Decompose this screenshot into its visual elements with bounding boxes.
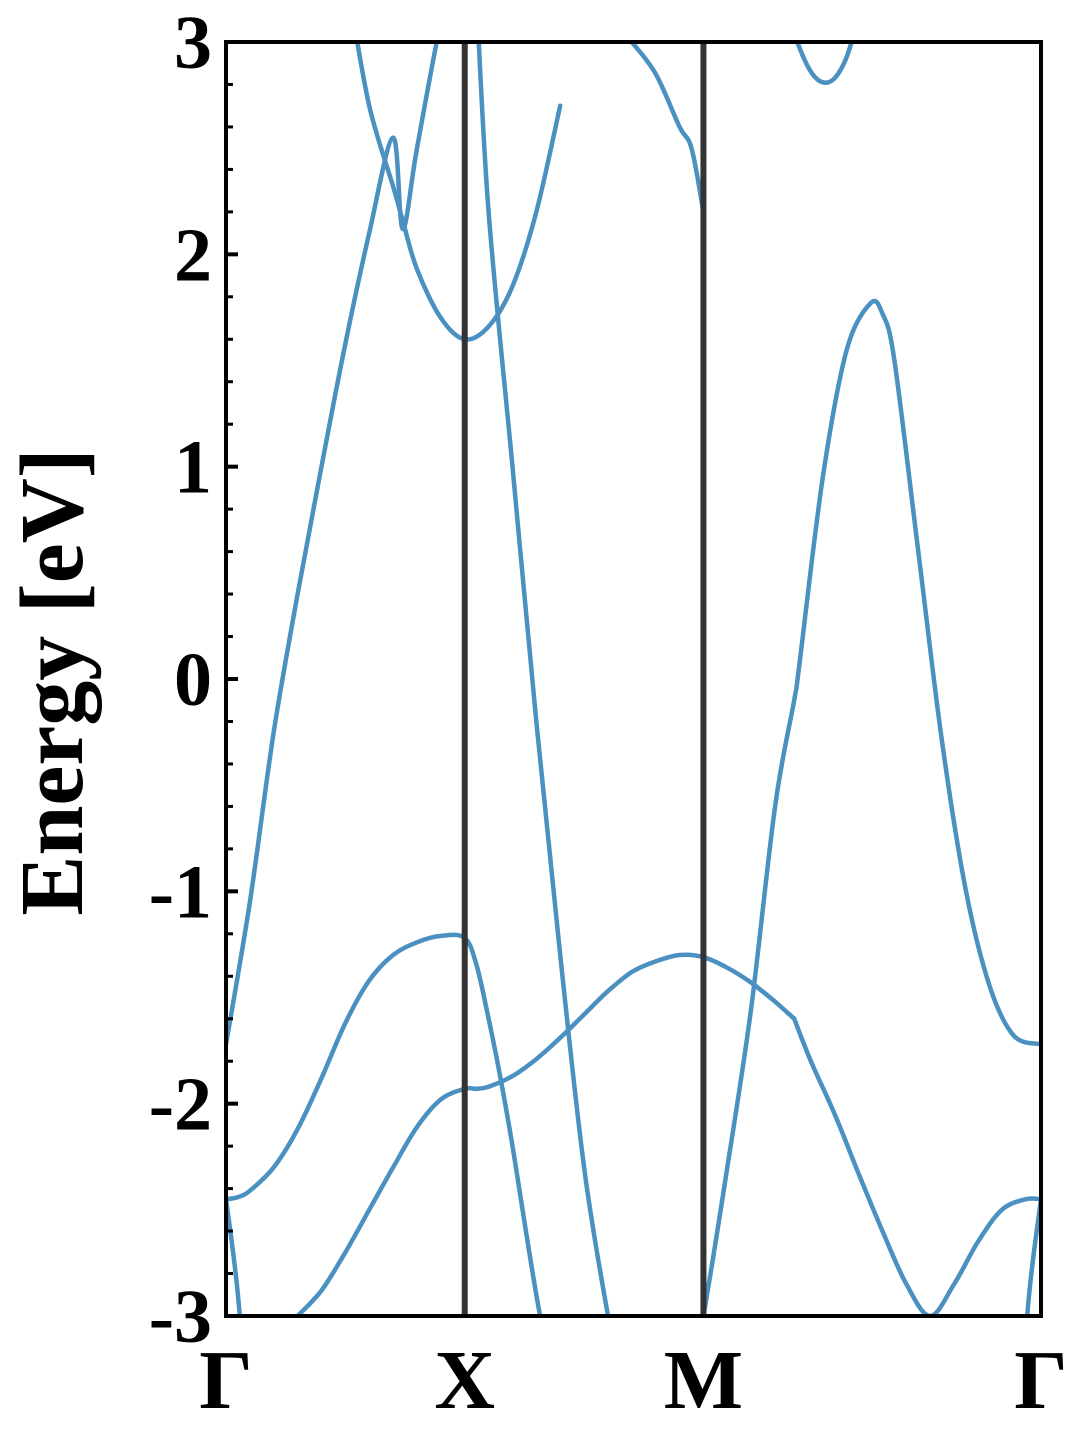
band-5 [295,952,797,1316]
band-9 [701,298,1041,1316]
y-tick-label: -3 [149,1275,212,1359]
band-2 [354,42,563,342]
band-6 [791,1016,1041,1316]
band-8 [1024,1196,1041,1316]
band-4 [226,932,543,1316]
y-tick-label: -1 [149,850,212,934]
band-1 [226,42,439,1047]
y-tick-label: -2 [149,1063,212,1147]
band-lines [226,42,1041,1316]
y-tick-label: 0 [174,638,212,722]
high-symmetry-dividers [461,42,707,1316]
y-tick-label: 1 [174,426,212,510]
band-10 [794,42,854,85]
y-axis-ticks: -3 -2 -1 0 1 2 3 [149,1,238,1359]
band-3 [476,42,611,1316]
x-tick-label: Γ [1014,1334,1067,1427]
x-tick-label: M [664,1334,743,1427]
x-tick-label: X [434,1334,495,1427]
y-axis-label: Energy [eV] [3,448,102,915]
y-tick-label: 3 [174,1,212,85]
band-11 [629,42,706,215]
plot-frame [224,40,1043,1318]
plot-border [224,40,1043,1318]
x-tick-label: Γ [199,1334,252,1427]
band-7 [226,1196,243,1316]
y-tick-label: 2 [174,213,212,297]
